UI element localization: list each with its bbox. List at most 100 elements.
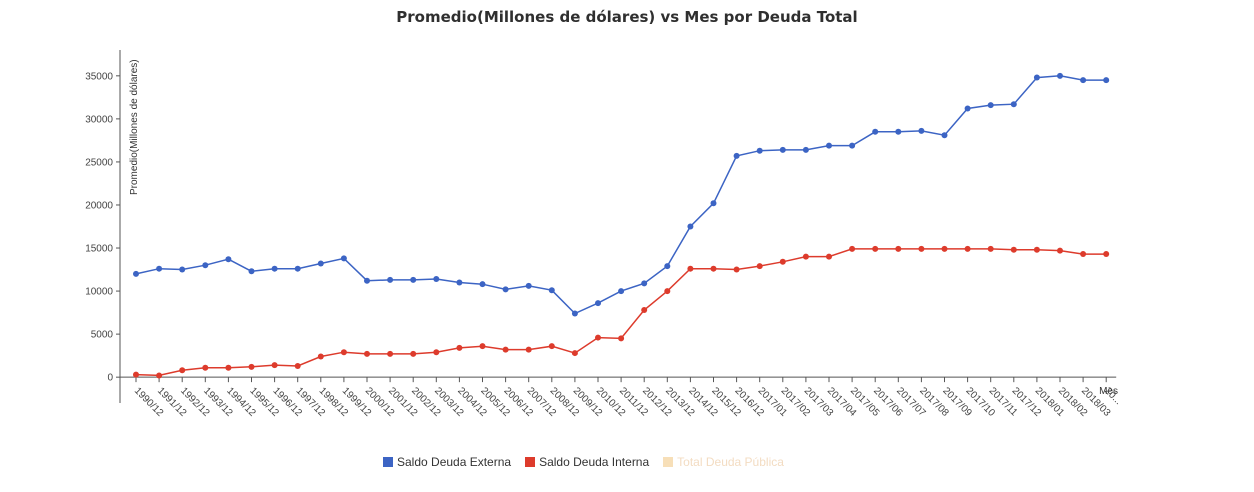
y-tick-label: 0 (107, 373, 113, 384)
data-point-series-1 (618, 335, 625, 342)
data-point-series-0 (525, 282, 532, 289)
data-point-series-0 (964, 105, 971, 112)
legend-item-interna[interactable]: Saldo Deuda Interna (525, 455, 649, 469)
legend: Saldo Deuda Externa Saldo Deuda Interna … (383, 455, 784, 469)
data-point-series-0 (548, 287, 555, 294)
data-point-series-0 (779, 146, 786, 153)
data-point-series-0 (710, 200, 717, 207)
series-line-0 (135, 75, 1107, 315)
legend-swatch-externa (383, 457, 393, 467)
data-point-series-1 (548, 343, 555, 350)
data-point-series-1 (133, 371, 139, 378)
data-point-series-0 (802, 146, 809, 153)
legend-label-total: Total Deuda Pública (677, 455, 784, 469)
data-point-series-0 (502, 286, 509, 293)
data-point-series-1 (387, 350, 394, 357)
data-point-series-1 (779, 258, 786, 265)
data-point-series-0 (433, 276, 440, 283)
data-point-series-1 (710, 265, 717, 272)
data-point-series-1 (826, 253, 832, 260)
y-tick-label: 25000 (85, 157, 113, 168)
data-point-series-1 (179, 367, 186, 374)
data-point-series-0 (225, 256, 232, 263)
data-point-series-1 (872, 245, 879, 252)
data-point-series-1 (1033, 246, 1040, 253)
data-point-series-1 (1010, 246, 1017, 253)
data-point-series-1 (433, 349, 440, 356)
data-point-series-0 (340, 255, 347, 262)
data-point-series-1 (1080, 251, 1087, 258)
legend-item-externa[interactable]: Saldo Deuda Externa (383, 455, 511, 469)
data-point-series-1 (271, 362, 278, 369)
data-point-series-0 (1010, 101, 1017, 108)
data-point-series-1 (202, 364, 209, 371)
series-line-1 (135, 248, 1107, 377)
data-point-series-0 (941, 132, 948, 139)
data-point-series-1 (641, 307, 648, 314)
data-point-series-0 (156, 265, 163, 272)
data-point-series-1 (248, 363, 255, 370)
data-point-series-0 (410, 276, 417, 283)
legend-label-externa: Saldo Deuda Externa (397, 455, 512, 469)
data-point-series-1 (1057, 247, 1063, 254)
data-point-series-1 (525, 346, 532, 353)
legend-swatch-total (663, 457, 674, 467)
data-point-series-1 (849, 245, 856, 252)
data-point-series-0 (756, 147, 763, 154)
y-tick-label: 30000 (85, 114, 113, 125)
data-point-series-0 (456, 279, 463, 286)
data-point-series-0 (618, 288, 625, 295)
data-point-series-1 (987, 245, 994, 252)
data-point-series-0 (918, 127, 925, 134)
data-point-series-1 (964, 245, 971, 252)
chart-title: Promedio(Millones de dólares) vs Mes por… (396, 8, 858, 26)
data-point-series-1 (410, 350, 417, 357)
data-point-series-1 (941, 245, 948, 252)
data-point-series-1 (571, 350, 578, 357)
data-point-series-1 (756, 263, 763, 270)
data-point-series-1 (317, 353, 324, 360)
y-axis-label: Promedio(Millones de dólares) (129, 59, 140, 195)
y-tick-label: 35000 (85, 71, 113, 82)
data-point-series-1 (595, 334, 601, 341)
x-axis-label: Mes (1099, 386, 1118, 397)
data-point-series-0 (733, 152, 740, 159)
data-point-series-1 (1103, 251, 1110, 258)
data-point-series-0 (294, 265, 301, 272)
data-point-series-0 (364, 277, 370, 284)
data-point-series-0 (571, 310, 578, 317)
data-point-series-0 (1057, 72, 1063, 79)
y-tick-label: 15000 (85, 244, 113, 255)
data-point-series-0 (1103, 77, 1110, 84)
data-point-series-0 (826, 142, 832, 149)
data-point-series-0 (849, 142, 856, 149)
data-point-series-0 (687, 223, 694, 230)
data-point-series-0 (479, 281, 486, 288)
data-point-series-0 (1080, 77, 1087, 84)
data-point-series-0 (895, 128, 902, 135)
legend-item-total[interactable]: Total Deuda Pública (663, 455, 784, 469)
data-point-series-0 (595, 300, 601, 307)
data-point-series-1 (733, 266, 740, 273)
data-point-series-0 (317, 260, 324, 267)
data-point-series-1 (918, 245, 925, 252)
data-point-series-0 (202, 262, 209, 269)
data-point-series-0 (1033, 74, 1040, 81)
data-point-series-1 (664, 288, 671, 295)
data-point-series-1 (340, 349, 347, 356)
data-point-series-1 (502, 346, 509, 353)
data-point-series-0 (271, 265, 278, 272)
data-point-series-0 (987, 102, 994, 109)
y-tick-label: 10000 (85, 287, 113, 298)
data-point-series-0 (387, 276, 394, 283)
data-point-series-1 (456, 344, 463, 351)
legend-label-interna: Saldo Deuda Interna (539, 455, 650, 469)
data-point-series-1 (479, 343, 486, 350)
data-point-series-1 (294, 362, 301, 369)
data-point-series-0 (248, 268, 255, 275)
y-tick-label: 5000 (91, 330, 114, 341)
data-point-series-1 (364, 350, 370, 357)
y-tick-label: 20000 (85, 200, 113, 211)
data-point-series-1 (225, 364, 232, 371)
